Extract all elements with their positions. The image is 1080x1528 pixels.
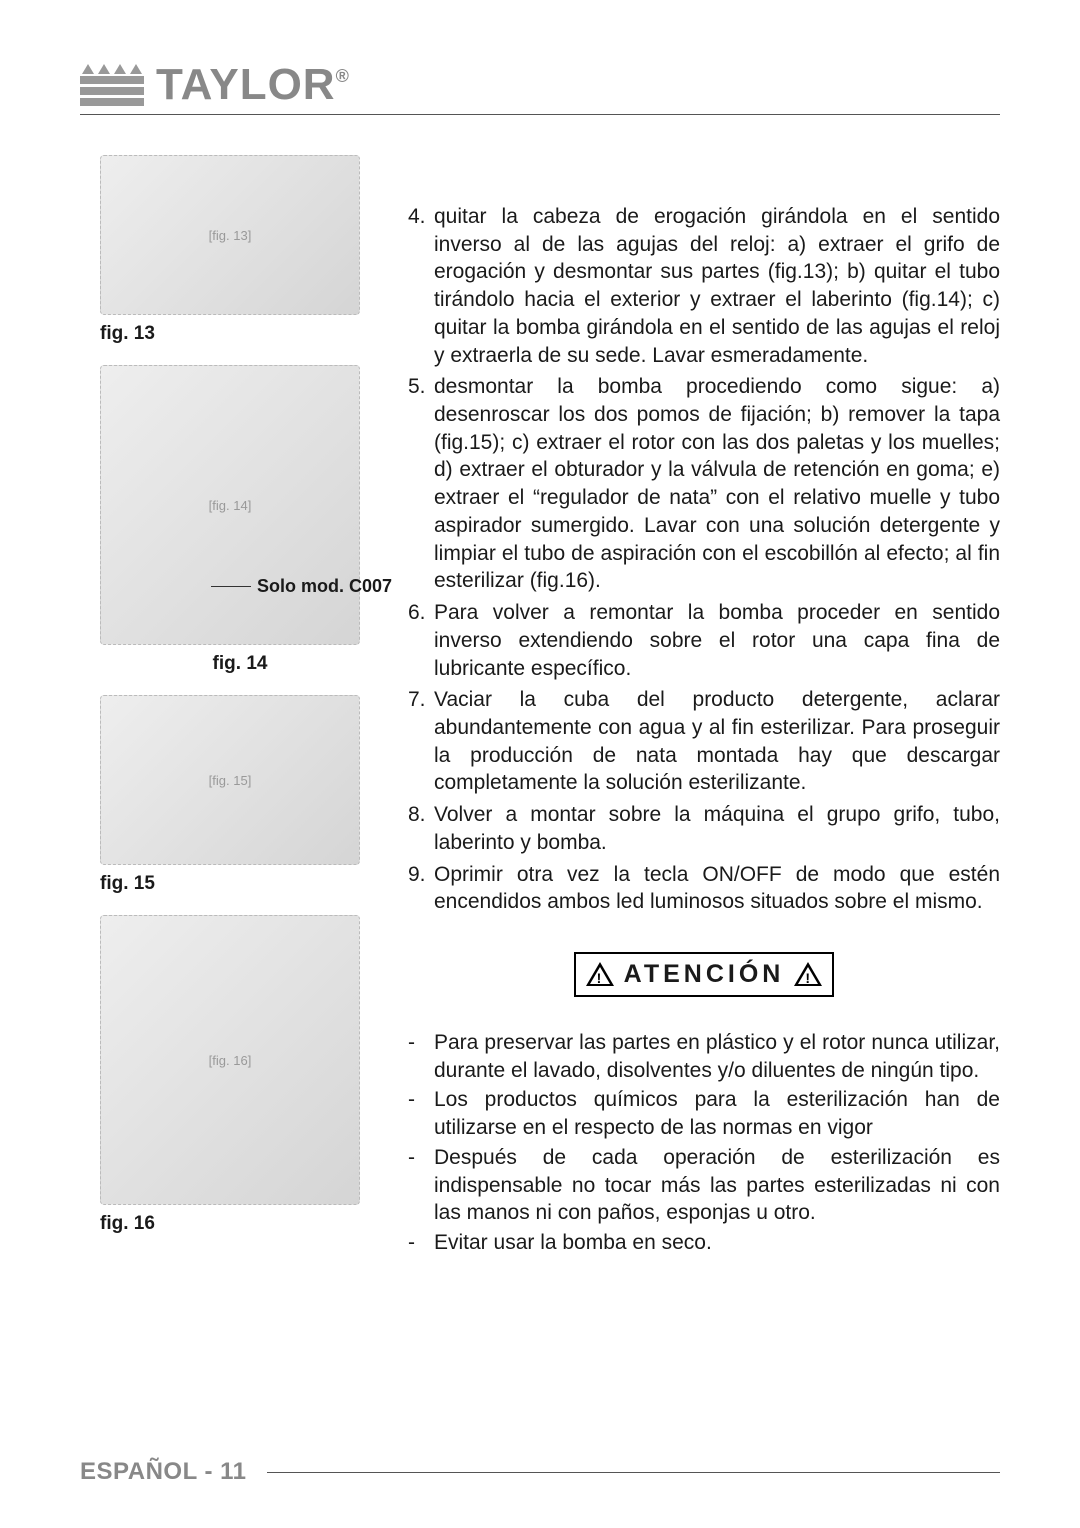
step-number: 5.: [408, 373, 434, 595]
warning-text: Después de cada operación de esterilizac…: [434, 1144, 1000, 1227]
warning-item: -Los productos químicos para la esterili…: [408, 1086, 1000, 1141]
warning-item: -Después de cada operación de esteriliza…: [408, 1144, 1000, 1227]
step-text: Oprimir otra vez la tecla ON/OFF de modo…: [434, 861, 1000, 916]
step-text: quitar la cabeza de erogación girándola …: [434, 203, 1000, 369]
step-number: 4.: [408, 203, 434, 369]
brand-registered: ®: [336, 66, 350, 86]
figure-16: [fig. 16] fig. 16: [80, 915, 380, 1235]
page-content: [fig. 13] fig. 13 [fig. 14] Solo mod. C0…: [80, 155, 1000, 1259]
footer-rule: [267, 1472, 1001, 1473]
attention-wrapper: ! ATENCIÓN !: [408, 934, 1000, 1015]
page-footer: ESPAÑOL - 11: [80, 1458, 1000, 1486]
figure-15-label: fig. 15: [80, 873, 155, 895]
figure-13-label: fig. 13: [80, 323, 155, 345]
dash-bullet: -: [408, 1086, 434, 1141]
step-number: 9.: [408, 861, 434, 916]
step-text: desmontar la bomba procediendo como sigu…: [434, 373, 1000, 595]
warning-text: Los productos químicos para la esteriliz…: [434, 1086, 1000, 1141]
brand-name: TAYLOR®: [156, 60, 350, 110]
figure-15-image: [fig. 15]: [100, 695, 360, 865]
figure-14: [fig. 14] Solo mod. C007 fig. 14: [80, 365, 380, 675]
dash-bullet: -: [408, 1229, 434, 1257]
step-9: 9.Oprimir otra vez la tecla ON/OFF de mo…: [408, 861, 1000, 916]
step-text: Volver a montar sobre la máquina el grup…: [434, 801, 1000, 856]
warnings-list: -Para preservar las partes en plástico y…: [408, 1029, 1000, 1257]
figures-column: [fig. 13] fig. 13 [fig. 14] Solo mod. C0…: [80, 155, 380, 1259]
figure-16-image: [fig. 16]: [100, 915, 360, 1205]
numbered-steps: 4.quitar la cabeza de erogación girándol…: [408, 203, 1000, 916]
attention-label: ATENCIÓN: [624, 958, 785, 991]
warning-item: -Evitar usar la bomba en seco.: [408, 1229, 1000, 1257]
instructions-column: 4.quitar la cabeza de erogación girándol…: [408, 155, 1000, 1259]
figure-14-label: fig. 14: [193, 653, 268, 675]
step-8: 8.Volver a montar sobre la máquina el gr…: [408, 801, 1000, 856]
dash-bullet: -: [408, 1029, 434, 1084]
step-text: Para volver a remontar la bomba proceder…: [434, 599, 1000, 682]
warning-icon: !: [586, 962, 614, 986]
brand-text: TAYLOR: [156, 60, 336, 109]
figure-13-image: [fig. 13]: [100, 155, 360, 315]
dash-bullet: -: [408, 1144, 434, 1227]
brand-logo-icon: [80, 64, 144, 106]
step-5: 5.desmontar la bomba procediendo como si…: [408, 373, 1000, 595]
step-text: Vaciar la cuba del producto detergente, …: [434, 686, 1000, 797]
warning-text: Evitar usar la bomba en seco.: [434, 1229, 1000, 1257]
step-number: 7.: [408, 686, 434, 797]
step-number: 8.: [408, 801, 434, 856]
figure-15: [fig. 15] fig. 15: [80, 695, 380, 895]
step-number: 6.: [408, 599, 434, 682]
warning-text: Para preservar las partes en plástico y …: [434, 1029, 1000, 1084]
warning-item: -Para preservar las partes en plástico y…: [408, 1029, 1000, 1084]
figure-14-image: [fig. 14]: [100, 365, 360, 645]
page-header: TAYLOR®: [80, 60, 1000, 115]
step-4: 4.quitar la cabeza de erogación girándol…: [408, 203, 1000, 369]
footer-page-label: ESPAÑOL - 11: [80, 1458, 247, 1486]
warning-icon: !: [794, 962, 822, 986]
figure-16-label: fig. 16: [80, 1213, 155, 1235]
attention-callout: ! ATENCIÓN !: [574, 952, 835, 997]
step-6: 6.Para volver a remontar la bomba proced…: [408, 599, 1000, 682]
step-7: 7.Vaciar la cuba del producto detergente…: [408, 686, 1000, 797]
figure-14-note: Solo mod. C007: [257, 576, 392, 597]
figure-13: [fig. 13] fig. 13: [80, 155, 380, 345]
